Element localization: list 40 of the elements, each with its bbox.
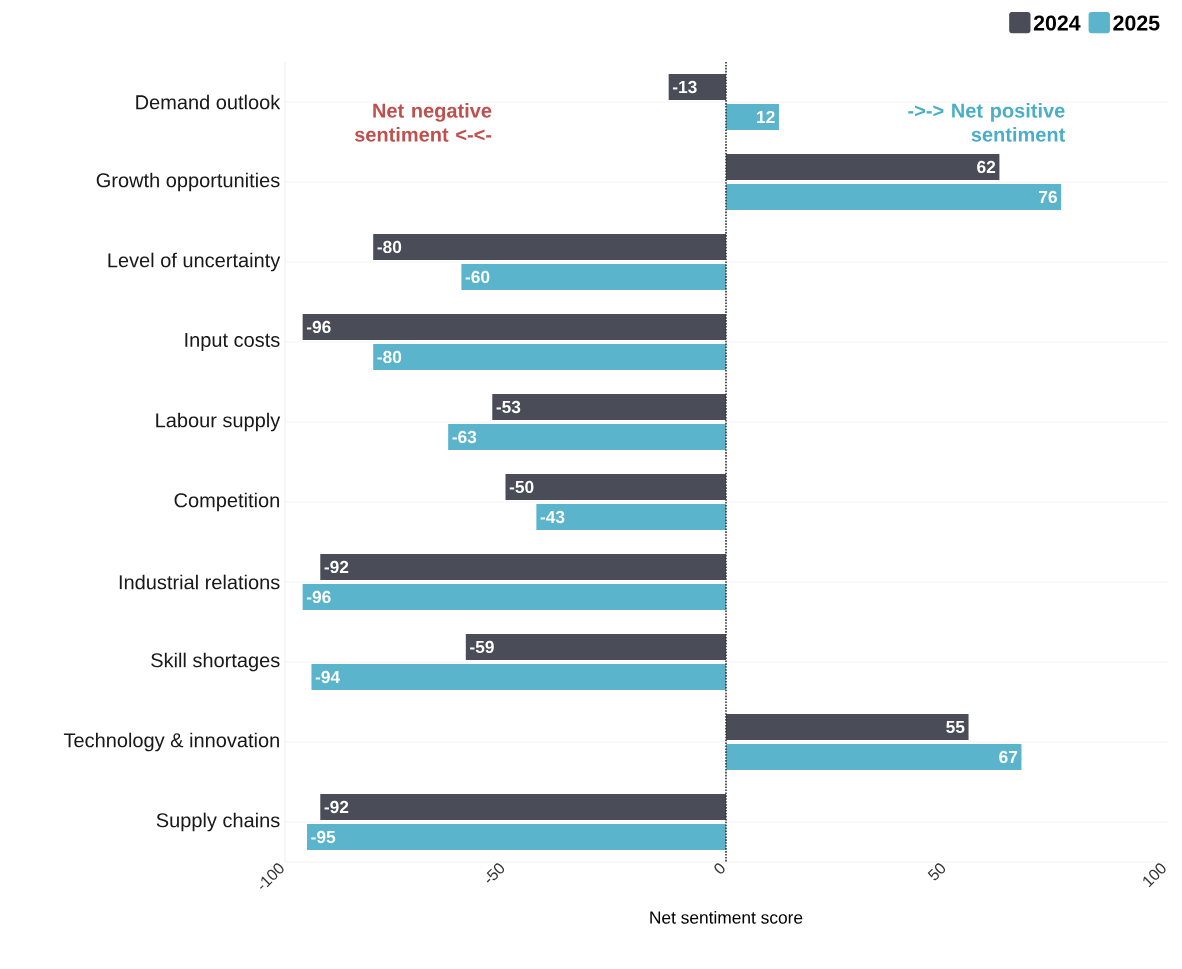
x-tick-label: -100: [259, 863, 284, 889]
legend-label: 2024: [1033, 15, 1081, 31]
data-label: 12: [757, 110, 775, 124]
y-tick-label: Level of uncertainty: [108, 252, 281, 272]
x-tick-label: 0: [714, 863, 725, 874]
data-label: -94: [315, 670, 341, 684]
x-tick-label: 100: [1143, 863, 1166, 888]
data-label: -63: [452, 430, 477, 444]
y-tick-label: Demand outlook: [136, 94, 281, 110]
data-label: -80: [377, 350, 402, 364]
data-label: 62: [977, 160, 996, 174]
annotation: ->-> Net positive sentiment: [908, 103, 1066, 142]
y-tick-label: Competition: [174, 492, 279, 512]
x-tick-label: 50: [927, 863, 946, 881]
data-label: -53: [496, 400, 521, 414]
data-label: -13: [672, 80, 697, 94]
data-label: -50: [509, 480, 534, 494]
data-label: 55: [946, 720, 965, 734]
data-label: -80: [377, 240, 402, 254]
x-tick-label: -50: [486, 863, 505, 883]
data-label: -95: [311, 830, 336, 844]
data-label: -59: [470, 640, 494, 654]
y-tick-label: Labour supply: [156, 412, 281, 432]
annotation: Net negative sentiment <-<-: [354, 103, 492, 142]
data-label: 67: [999, 750, 1018, 764]
y-tick-label: Technology & innovation: [63, 732, 279, 752]
data-label: -92: [324, 800, 349, 814]
y-tick-label: Growth opportunities: [96, 172, 280, 192]
data-label: -92: [324, 560, 349, 574]
y-tick-label: Input costs: [185, 333, 280, 351]
y-tick-label: Industrial relations: [119, 574, 280, 590]
data-label: 76: [1039, 190, 1057, 204]
y-tick-label: Supply chains: [156, 812, 280, 832]
data-label: -60: [465, 270, 490, 284]
x-axis-title: Net sentiment score: [650, 910, 803, 924]
data-label: -96: [306, 590, 331, 604]
legend-label: 2025: [1113, 15, 1160, 31]
data-label: -96: [306, 320, 331, 334]
data-label: -43: [540, 510, 565, 524]
y-tick-label: Skill shortages: [151, 652, 280, 672]
